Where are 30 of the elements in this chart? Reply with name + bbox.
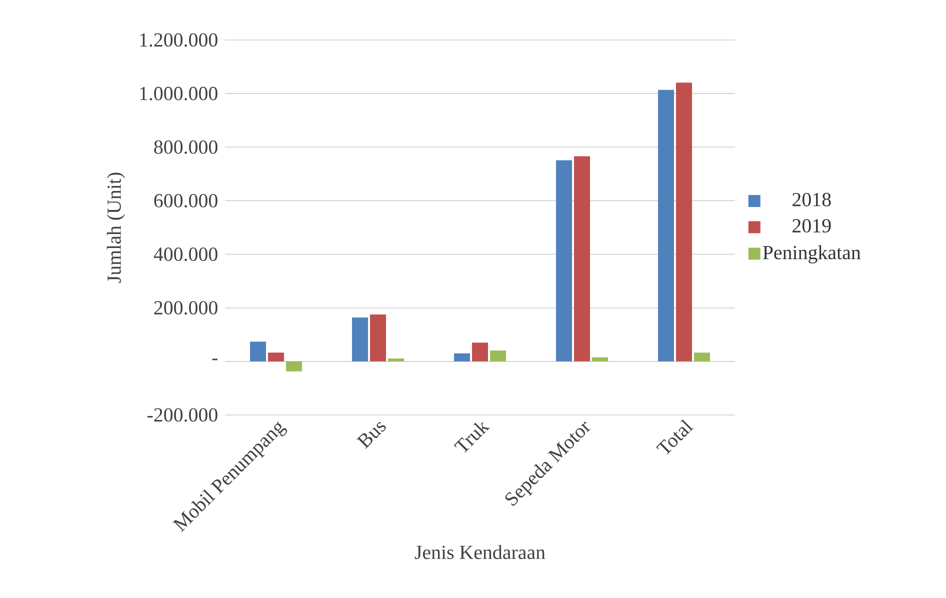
- bar: [556, 160, 572, 362]
- x-tick-label: Truk: [454, 422, 490, 453]
- legend-label: 2019: [792, 219, 831, 233]
- bar: [658, 90, 674, 362]
- bar: [370, 314, 386, 362]
- x-tick-label: Bus: [356, 422, 386, 449]
- y-tick-label: 200.000: [154, 301, 218, 315]
- bar: [592, 357, 608, 362]
- bar: [676, 82, 692, 362]
- legend-label: 2018: [792, 192, 831, 206]
- bar: [472, 342, 488, 362]
- bar: [286, 361, 302, 372]
- x-axis-title: Jenis Kendaraan: [414, 545, 546, 560]
- y-tick-label: -200.000: [148, 408, 218, 422]
- bar: [388, 358, 404, 362]
- bar: [250, 342, 266, 362]
- y-tick-label: 1.200.000: [140, 33, 218, 47]
- y-tick-label: 400.000: [154, 248, 218, 262]
- y-axis-title: Jumlah (Unit): [106, 172, 125, 283]
- bar: [268, 352, 284, 362]
- legend-label: Peningkatan: [762, 245, 861, 264]
- bar: [490, 350, 506, 362]
- bar: [574, 156, 590, 362]
- bar: [454, 353, 470, 362]
- y-tick-label: 800.000: [154, 140, 218, 154]
- y-tick-label: 1.000.000: [140, 86, 218, 100]
- y-tick-label: 600.000: [154, 194, 218, 208]
- bar: [352, 317, 368, 362]
- bar: [694, 352, 710, 362]
- y-tick-label: -: [212, 358, 218, 360]
